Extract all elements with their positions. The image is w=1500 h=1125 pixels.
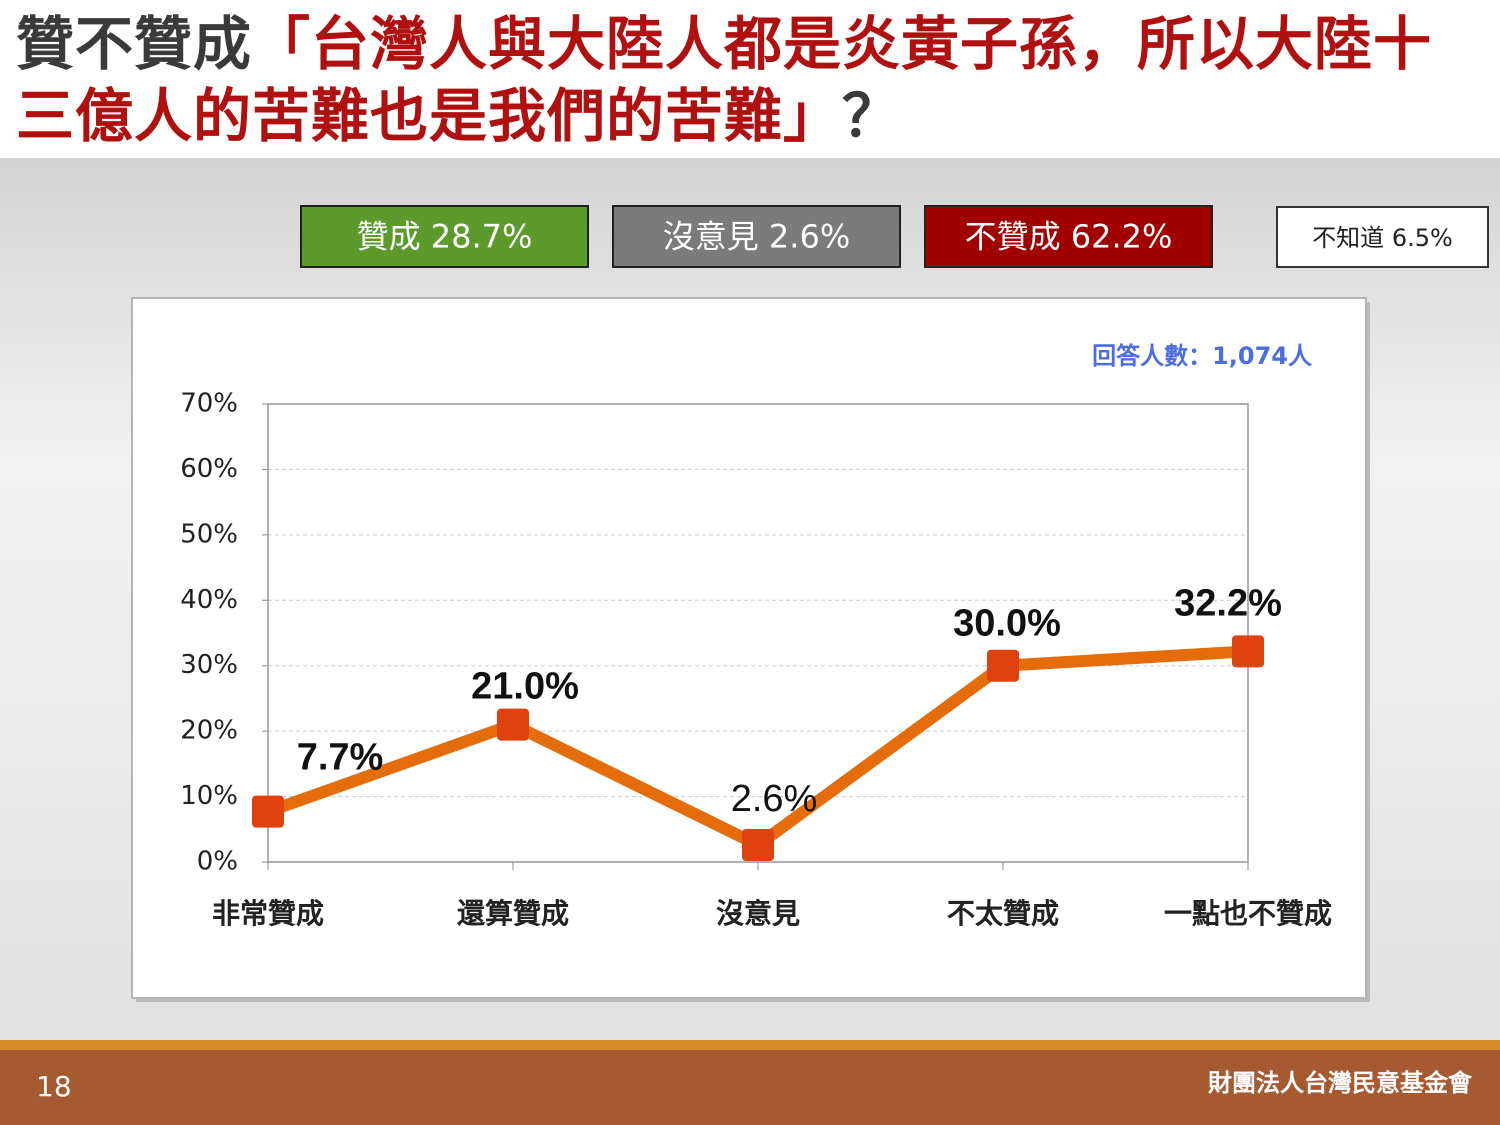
page-number: 18	[36, 1070, 72, 1103]
title-quote: 「台灣人與大陸人都是炎黃子孫，所以大陸十三億人的苦難也是我們的苦難」	[16, 10, 1433, 150]
y-tick-label: 40%	[180, 585, 238, 615]
x-tick-label: 還算贊成	[457, 897, 569, 930]
x-tick-label: 不太贊成	[947, 897, 1059, 930]
data-label: 30.0%	[953, 603, 1061, 645]
x-tick-label: 非常贊成	[212, 897, 324, 930]
y-tick-label: 0%	[197, 847, 238, 877]
data-label: 32.2%	[1174, 582, 1282, 624]
data-marker	[987, 649, 1019, 682]
respondents-note: 回答人數：1,074人	[1092, 342, 1312, 370]
data-label: 7.7%	[297, 737, 384, 779]
data-marker	[1232, 635, 1264, 668]
data-label: 2.6%	[731, 778, 818, 820]
data-marker	[497, 708, 529, 741]
y-tick-label: 20%	[180, 716, 238, 746]
y-tick-label: 60%	[180, 454, 238, 484]
summary-box	[612, 205, 901, 268]
summary-box	[1276, 206, 1489, 268]
title-end: ？	[842, 82, 902, 150]
title-lead: 贊不贊成	[16, 10, 253, 78]
data-marker	[252, 795, 284, 828]
summary-text: 贊成 28.7%	[357, 218, 533, 256]
y-tick-label: 10%	[180, 781, 238, 811]
summary-text: 沒意見 2.6%	[663, 218, 850, 256]
y-tick-label: 70%	[180, 389, 238, 419]
footer-band	[0, 1050, 1500, 1125]
summary-text: 不贊成 62.2%	[965, 218, 1173, 256]
x-tick-label: 沒意見	[716, 897, 800, 930]
summary-box	[300, 205, 589, 268]
chart-box	[131, 297, 1367, 999]
y-tick-label: 50%	[180, 519, 238, 549]
summary-text: 不知道 6.5%	[1312, 224, 1453, 252]
organization: 財團法人台灣民意基金會	[1208, 1069, 1473, 1097]
data-marker	[742, 828, 774, 861]
x-tick-label: 一點也不贊成	[1164, 897, 1332, 930]
y-tick-label: 30%	[180, 650, 238, 680]
data-label: 21.0%	[471, 666, 579, 708]
title: 贊不贊成「台灣人與大陸人都是炎黃子孫，所以大陸十三億人的苦難也是我們的苦難」？	[16, 8, 1486, 152]
footer-stripe	[0, 1040, 1500, 1050]
summary-box	[924, 205, 1213, 268]
